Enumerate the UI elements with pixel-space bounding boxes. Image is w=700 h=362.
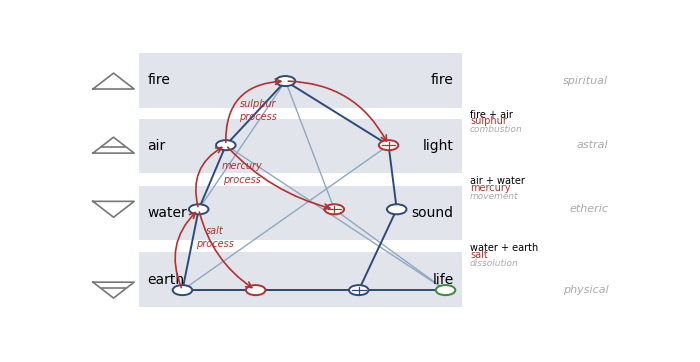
Text: light: light [423, 139, 454, 153]
Text: air + water: air + water [470, 176, 525, 186]
Text: sulphur: sulphur [470, 117, 507, 126]
Text: dissolution: dissolution [470, 258, 519, 268]
Circle shape [246, 285, 265, 295]
Circle shape [379, 140, 398, 150]
Circle shape [216, 140, 236, 150]
Text: sulphur
process: sulphur process [239, 99, 277, 122]
Text: water: water [147, 206, 187, 220]
Text: physical: physical [563, 285, 608, 295]
Circle shape [276, 76, 295, 86]
Text: etheric: etheric [569, 204, 608, 214]
Text: salt: salt [470, 250, 488, 260]
Bar [139, 53, 462, 108]
Circle shape [325, 204, 344, 214]
Text: fire: fire [430, 73, 454, 87]
Circle shape [387, 204, 407, 214]
Text: water + earth: water + earth [470, 243, 538, 253]
Text: fire: fire [147, 73, 170, 87]
Text: mercury
process: mercury process [222, 161, 262, 185]
Text: movement: movement [470, 192, 519, 201]
Bar [139, 186, 462, 240]
Circle shape [189, 204, 209, 214]
Bar [139, 119, 462, 173]
Text: spiritual: spiritual [564, 76, 608, 86]
Text: sound: sound [412, 206, 454, 220]
Circle shape [173, 285, 193, 295]
Text: mercury: mercury [470, 184, 510, 193]
Text: life: life [433, 273, 454, 287]
Circle shape [436, 285, 455, 295]
Text: astral: astral [577, 140, 608, 150]
Text: earth: earth [147, 273, 184, 287]
Text: air: air [147, 139, 165, 153]
Bar [139, 253, 462, 307]
Text: combustion: combustion [470, 125, 523, 134]
Circle shape [349, 285, 368, 295]
Text: salt
process: salt process [196, 226, 234, 249]
Text: fire + air: fire + air [470, 110, 513, 119]
